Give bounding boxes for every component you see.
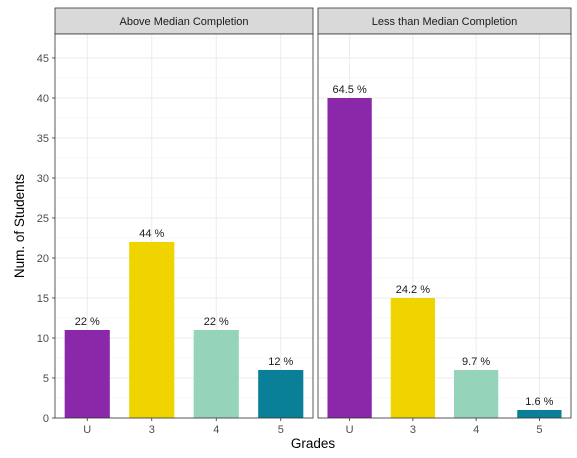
bar-data-label: 64.5 % xyxy=(333,84,367,96)
bar-4 xyxy=(453,370,499,418)
x-tick-label: 3 xyxy=(149,424,155,436)
y-tick-label: 0 xyxy=(43,413,49,425)
y-tick-label: 15 xyxy=(37,293,49,305)
strip-background xyxy=(317,7,572,35)
bar-data-label: 22 % xyxy=(75,316,100,328)
bar-U xyxy=(327,98,372,418)
y-tick-label: 10 xyxy=(37,333,49,345)
strip-title: Above Median Completion xyxy=(119,16,248,28)
panel-border xyxy=(317,33,572,419)
y-tick-label: 30 xyxy=(37,173,49,185)
panel-border xyxy=(54,33,314,419)
bar-3 xyxy=(390,298,436,418)
strip-background xyxy=(54,7,314,35)
x-tick-label: 5 xyxy=(536,424,542,436)
bar-U xyxy=(64,330,110,418)
bar-5 xyxy=(258,370,304,418)
y-tick-label: 25 xyxy=(37,213,49,225)
x-tick-label: U xyxy=(83,424,91,436)
x-tick-label: 4 xyxy=(213,424,219,436)
y-axis: 0 5 10 15 20 25 30 35 40 45 xyxy=(37,53,55,425)
y-tick-label: 45 xyxy=(37,53,49,65)
x-tick-label: 4 xyxy=(473,424,479,436)
bar-data-label: 22 % xyxy=(204,316,229,328)
x-axis: U 3 4 5 U 3 4 5 xyxy=(83,418,542,436)
bar-data-label: 12 % xyxy=(268,356,293,368)
x-tick-label: 3 xyxy=(410,424,416,436)
x-axis-title: Grades xyxy=(291,436,336,451)
bar-data-label: 1.6 % xyxy=(525,396,553,408)
panel-above-median: Above Median Completion 22 % 44 % 22 % 12 % xyxy=(54,7,314,419)
y-tick-label: 5 xyxy=(43,373,49,385)
x-tick-label: 5 xyxy=(278,424,284,436)
bar-5 xyxy=(517,410,562,418)
bars xyxy=(327,98,562,418)
x-tick-label: U xyxy=(346,424,354,436)
bars xyxy=(64,242,304,418)
y-tick-label: 35 xyxy=(37,133,49,145)
bar-labels: 64.5 % 24.2 % 9.7 % 1.6 % xyxy=(333,84,554,408)
panel-less-than-median: Less than Median Completion 64.5 % 24.2 %… xyxy=(317,7,572,419)
bar-4 xyxy=(193,330,239,418)
y-tick-label: 40 xyxy=(37,93,49,105)
strip-title: Less than Median Completion xyxy=(372,16,518,28)
y-tick-label: 20 xyxy=(37,253,49,265)
bar-3 xyxy=(129,242,175,418)
bar-data-label: 24.2 % xyxy=(396,284,430,296)
bar-data-label: 44 % xyxy=(139,228,164,240)
bar-labels: 22 % 44 % 22 % 12 % xyxy=(75,228,294,368)
bar-data-label: 9.7 % xyxy=(462,356,490,368)
y-axis-title: Num. of Students xyxy=(12,174,27,279)
